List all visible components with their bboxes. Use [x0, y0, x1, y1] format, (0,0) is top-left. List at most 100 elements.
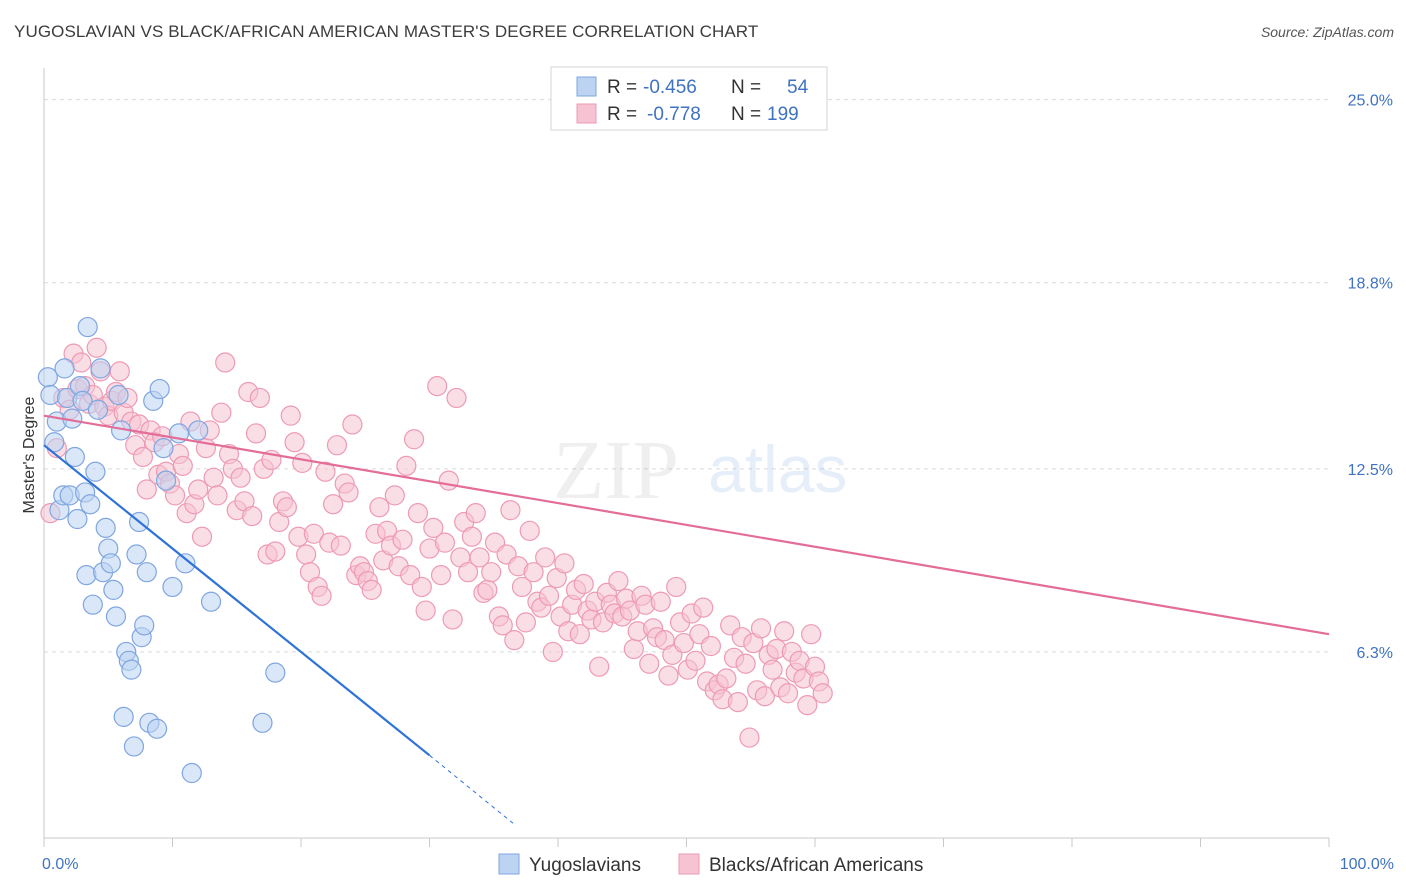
blue-point-49	[181, 762, 202, 784]
pink-point-102	[442, 609, 463, 630]
blue-point-33	[121, 659, 142, 680]
pink-point-41	[207, 485, 228, 506]
blue-point-16	[77, 316, 98, 338]
y-tick-labels: 6.3% 12.5% 18.8% 25.0%	[1348, 93, 1393, 662]
legend-n-label-2: N =	[731, 104, 761, 125]
pink-point-176	[727, 692, 749, 713]
blue-point-48	[175, 553, 196, 574]
source-label: Source: ZipAtlas.com	[1260, 24, 1394, 40]
legend-box	[550, 66, 828, 131]
pink-point-87	[384, 485, 405, 506]
pink-point-108	[465, 503, 486, 524]
y-axis-label: Master's Degree	[21, 396, 38, 513]
blue-point-19	[85, 461, 106, 482]
pink-point-92	[403, 429, 425, 450]
pink-point-162	[673, 632, 695, 654]
blue-point-30	[113, 706, 134, 728]
blue-point-13	[72, 390, 93, 411]
pink-point-135	[569, 624, 590, 645]
blue-point-11	[67, 508, 88, 530]
legend-n-label-1: N =	[731, 77, 761, 98]
pink-point-68	[311, 585, 332, 606]
pink-point-126	[535, 547, 556, 568]
blue-point-10	[64, 446, 85, 468]
pink-point-169	[700, 635, 722, 657]
legend-n-value-1: 54	[787, 77, 809, 98]
pink-point-183	[754, 686, 775, 707]
pink-point-189	[777, 683, 799, 704]
pink-point-98	[427, 376, 448, 397]
pink-series-points	[40, 337, 833, 748]
bottom-legend-label-pink: Blacks/African Americans	[709, 855, 923, 876]
pink-point-127	[538, 585, 560, 606]
axes	[43, 68, 1330, 847]
pink-point-60	[280, 405, 301, 426]
pink-point-99	[430, 565, 452, 586]
pink-point-76	[342, 414, 363, 435]
blue-point-2	[44, 432, 65, 453]
blue-point-53	[265, 662, 286, 683]
pink-point-185	[762, 659, 783, 680]
blue-series-points	[37, 316, 286, 784]
blue-point-27	[105, 606, 127, 627]
pink-point-50	[242, 505, 263, 527]
pink-point-128	[542, 641, 563, 663]
pink-point-153	[639, 653, 660, 674]
pink-point-115	[492, 615, 513, 636]
legend-r-label-2: R =	[607, 104, 637, 125]
watermark-zip: ZIP	[553, 424, 679, 517]
legend-r-value-2: -0.778	[647, 104, 701, 125]
bottom-legend: Yugoslavians Blacks/African Americans	[498, 853, 923, 876]
bottom-legend-label-blue: Yugoslavians	[529, 855, 641, 876]
watermark: ZIP atlas	[553, 424, 847, 517]
pink-point-149	[623, 638, 644, 660]
pink-point-120	[511, 576, 533, 598]
blue-point-20	[87, 399, 109, 420]
pink-point-118	[504, 630, 525, 651]
pink-point-112	[481, 562, 502, 583]
pink-point-16	[109, 361, 130, 382]
blue-point-1	[40, 384, 61, 406]
pink-point-90	[396, 455, 417, 476]
pink-point-198	[812, 683, 833, 704]
pink-point-71	[323, 494, 344, 515]
blue-point-34	[123, 736, 145, 757]
pink-point-36	[188, 479, 209, 500]
legend-n-value-2: 199	[767, 104, 799, 125]
blue-trend-line-extension	[429, 754, 514, 824]
x-tick-label-max: 100.0%	[1340, 856, 1394, 873]
pink-point-101	[438, 470, 459, 491]
pink-point-69	[315, 461, 336, 482]
y-tick-label-0: 6.3%	[1357, 645, 1393, 662]
blue-point-43	[149, 378, 170, 400]
pink-point-109	[469, 547, 490, 568]
pink-point-75	[338, 482, 359, 503]
blue-point-15	[76, 565, 97, 586]
pink-point-10	[86, 337, 107, 358]
chart-title: YUGOSLAVIAN VS BLACK/AFRICAN AMERICAN MA…	[14, 22, 759, 41]
pink-point-94	[411, 576, 432, 598]
blue-point-44	[153, 438, 174, 459]
pink-point-188	[774, 621, 795, 642]
pink-point-160	[666, 576, 687, 598]
blue-point-46	[162, 576, 183, 598]
pink-point-93	[407, 503, 429, 524]
pink-point-117	[500, 500, 521, 521]
blue-point-18	[82, 594, 103, 615]
pink-point-43	[215, 352, 236, 373]
pink-point-56	[265, 541, 286, 562]
blue-point-45	[155, 470, 177, 491]
pink-point-97	[423, 517, 444, 538]
pink-point-111	[477, 579, 498, 601]
pink-point-66	[303, 523, 324, 544]
pink-point-23	[136, 479, 157, 500]
bottom-legend-swatch-pink	[678, 853, 700, 875]
pink-point-195	[801, 624, 822, 645]
blue-point-25	[100, 553, 121, 574]
pink-point-194	[797, 694, 818, 716]
blue-point-52	[252, 712, 273, 733]
pink-point-73	[330, 535, 351, 556]
blue-point-28	[108, 384, 129, 406]
pink-point-52	[249, 387, 270, 409]
pink-point-131	[554, 553, 575, 574]
